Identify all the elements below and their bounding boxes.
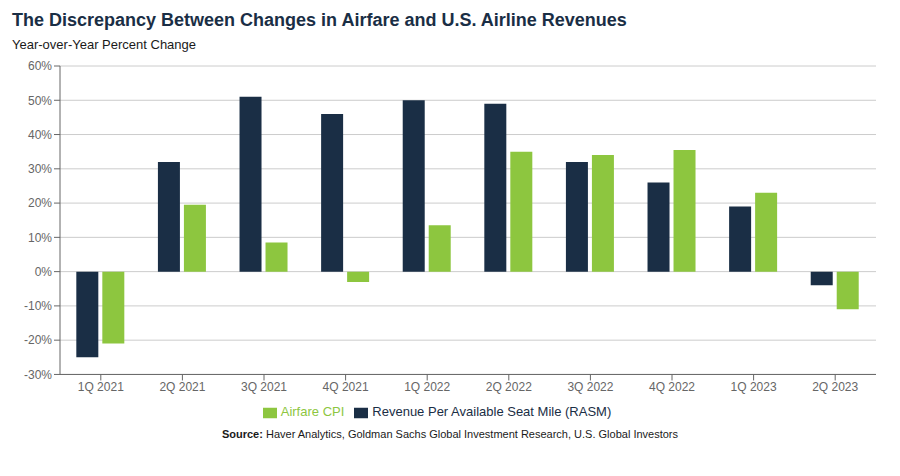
html-text:Year-over-Year Percent Change: Year-over-Year Percent Change <box>12 37 196 52</box>
svg-text:3Q 2021: 3Q 2021 <box>241 380 287 394</box>
svg-text:50%: 50% <box>28 94 52 108</box>
svg-text:2Q 2022: 2Q 2022 <box>486 380 532 394</box>
svg-text:2Q 2023: 2Q 2023 <box>812 380 858 394</box>
svg-text:1Q 2022: 1Q 2022 <box>404 380 450 394</box>
svg-text:-20%: -20% <box>24 333 52 347</box>
html-text:The Discrepancy Between Change: The Discrepancy Between Changes in Airfa… <box>12 10 627 30</box>
svg-text:1Q 2021: 1Q 2021 <box>78 380 124 394</box>
svg-text:4Q 2021: 4Q 2021 <box>323 380 369 394</box>
svg-text:-10%: -10% <box>24 299 52 313</box>
svg-text:0%: 0% <box>35 265 53 279</box>
svg-text:3Q 2022: 3Q 2022 <box>567 380 613 394</box>
html-text:Source: Haver Analytics, Goldm: Source: Haver Analytics, Goldman Sachs G… <box>221 428 678 440</box>
svg-text:4Q 2022: 4Q 2022 <box>649 380 695 394</box>
svg-text:30%: 30% <box>28 162 52 176</box>
svg-text:1Q 2023: 1Q 2023 <box>731 380 777 394</box>
svg-text:2Q 2021: 2Q 2021 <box>159 380 205 394</box>
svg-text:60%: 60% <box>28 59 52 73</box>
svg-text:-30%: -30% <box>24 368 52 382</box>
html-text:Revenue Per Available Seat Mil: Revenue Per Available Seat Mile (RASM) <box>372 404 612 420</box>
html-text:Airfare CPI: Airfare CPI <box>280 404 345 420</box>
svg-text:40%: 40% <box>28 128 52 142</box>
svg-text:20%: 20% <box>28 196 52 210</box>
svg-text:10%: 10% <box>28 231 52 245</box>
